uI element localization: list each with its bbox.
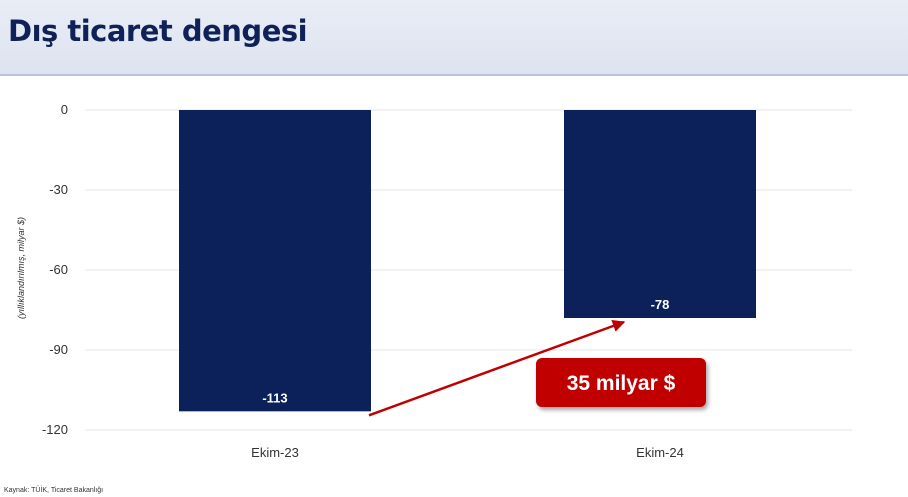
annotation-box <box>536 358 706 407</box>
y-axis-label: (yıllıklandırılmış, milyar $) <box>16 217 26 319</box>
data-label: -78 <box>651 297 670 312</box>
title-bar: Dış ticaret dengesi <box>0 0 908 76</box>
bar <box>179 110 371 412</box>
change-arrow <box>368 319 626 417</box>
x-tick-label: Ekim-24 <box>636 445 684 460</box>
source-note: Kaynak: TÜİK, Ticaret Bakanlığı <box>4 487 104 494</box>
x-tick-label: Ekim-23 <box>251 445 299 460</box>
annotation-text: 35 milyar $ <box>567 372 676 395</box>
y-tick-label: -60 <box>49 262 68 277</box>
y-tick-label: 0 <box>61 102 68 117</box>
bar <box>564 110 756 318</box>
y-tick-label: -90 <box>49 342 68 357</box>
y-tick-label: -120 <box>42 422 68 437</box>
y-tick-label: -30 <box>49 182 68 197</box>
page-title: Dış ticaret dengesi <box>8 14 308 48</box>
data-label: -113 <box>262 390 287 405</box>
